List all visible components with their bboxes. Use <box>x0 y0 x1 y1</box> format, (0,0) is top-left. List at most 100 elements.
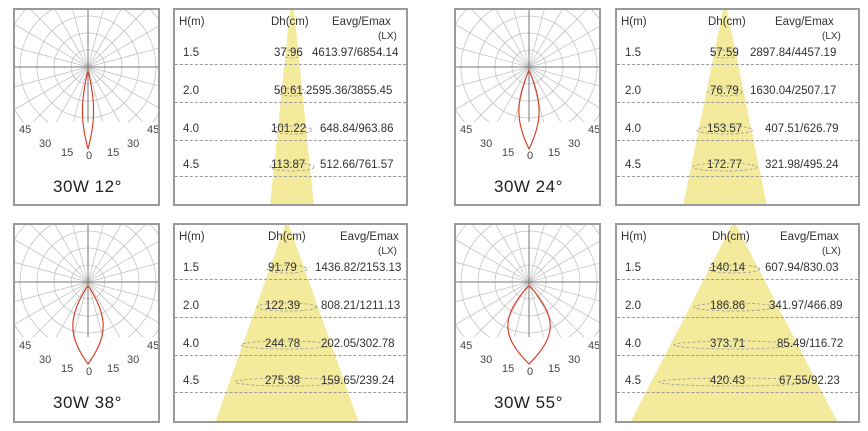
row-illuminance: 2897.84/4457.19 <box>750 47 837 59</box>
row-height: 1.5 <box>625 47 641 59</box>
angle-label-right-15: 15 <box>548 147 561 159</box>
row-height: 1.5 <box>625 262 641 274</box>
row-height: 4.5 <box>183 375 199 387</box>
row-divider <box>617 102 858 103</box>
height-header: H(m) <box>621 231 647 243</box>
angle-label-left-45: 45 <box>460 124 473 136</box>
row-divider <box>617 392 858 393</box>
row-height: 4.0 <box>183 338 199 350</box>
polar-grid-lines <box>456 225 599 337</box>
row-illuminance: 321.98/495.24 <box>765 159 839 171</box>
row-diameter: 172.77 <box>707 159 743 171</box>
row-diameter: 244.78 <box>265 338 301 350</box>
row-diameter: 122.39 <box>265 300 301 312</box>
row-illuminance: 648.84/963.86 <box>320 123 394 135</box>
row-height: 2.0 <box>625 300 641 312</box>
height-header: H(m) <box>179 16 205 28</box>
polar-grid-lines <box>15 10 158 122</box>
angle-label-left-45: 45 <box>460 340 473 352</box>
beam-cone <box>631 225 837 421</box>
beam-ellipse <box>271 125 313 135</box>
photometric-table-38: H(m) Dh(cm) Eavg/Emax (LX) 1.5 91.79 143… <box>173 223 408 423</box>
row-height: 4.5 <box>625 159 641 171</box>
polar-diagram-55: 45 30 15 0 15 30 45 30W 55° <box>454 223 601 423</box>
beam-cone-38 <box>215 225 359 421</box>
row-divider <box>175 355 406 356</box>
row-height: 4.0 <box>625 123 641 135</box>
unit-label: (LX) <box>822 246 841 257</box>
polar-diagram-12: 45 30 15 0 15 30 45 30W 12° <box>13 8 160 206</box>
beam-ellipse <box>281 49 303 59</box>
row-diameter: 373.71 <box>710 338 746 350</box>
angle-label-right-45: 45 <box>588 340 601 352</box>
row-divider <box>175 102 406 103</box>
row-diameter: 37.96 <box>274 47 303 59</box>
angle-label-0: 0 <box>86 150 93 162</box>
height-header: H(m) <box>621 16 647 28</box>
beam-cone <box>270 10 314 204</box>
row-diameter: 101.22 <box>271 123 307 135</box>
row-illuminance: 407.51/626.79 <box>765 123 839 135</box>
beam-ellipse <box>234 377 340 387</box>
row-divider <box>175 317 406 318</box>
height-header: H(m) <box>179 231 205 243</box>
intensity-curve <box>507 285 551 365</box>
intensity-curve <box>81 69 95 150</box>
beam-ellipse <box>707 264 761 274</box>
angle-label-left-15: 15 <box>61 363 74 375</box>
beam-cone-24 <box>683 10 767 204</box>
polar-diagram-38: 45 30 15 0 15 30 45 30W 38° <box>13 223 160 423</box>
angle-label-right-45: 45 <box>147 124 160 136</box>
angle-label-left-45: 45 <box>19 124 32 136</box>
beam-ellipse <box>277 87 307 97</box>
angle-label-0: 0 <box>527 366 534 378</box>
row-divider <box>175 64 406 65</box>
row-divider <box>617 317 858 318</box>
beam-cone <box>215 225 359 421</box>
row-height: 4.5 <box>625 375 641 387</box>
beam-ellipse <box>693 302 775 312</box>
panel-title: 30W 38° <box>53 393 122 412</box>
angle-label-right-15: 15 <box>548 363 561 375</box>
beam-cone <box>683 10 767 204</box>
polar-grid-24 <box>456 10 599 151</box>
diameter-header: Dh(cm) <box>268 231 306 243</box>
angle-label-left-30: 30 <box>480 354 493 366</box>
row-divider <box>617 140 858 141</box>
photometric-table-12: H(m) Dh(cm) Eavg/Emax (LX) 1.5 37.96 461… <box>173 8 408 206</box>
angle-label-right-15: 15 <box>107 363 120 375</box>
beam-cone-55 <box>631 225 837 421</box>
row-diameter: 57.59 <box>710 47 739 59</box>
angle-label-0: 0 <box>86 366 93 378</box>
diameter-header: Dh(cm) <box>708 16 746 28</box>
row-divider <box>617 64 858 65</box>
polar-grid-55 <box>456 225 599 365</box>
photometric-table-24: H(m) Dh(cm) Eavg/Emax (LX) 1.5 57.59 289… <box>615 8 860 206</box>
angle-label-right-45: 45 <box>147 340 160 352</box>
angle-label-right-30: 30 <box>127 138 140 150</box>
illuminance-header: Eavg/Emax <box>332 16 391 28</box>
beam-ellipse <box>240 340 334 350</box>
row-illuminance: 1630.04/2507.17 <box>750 85 837 97</box>
beam-ellipse <box>696 125 754 135</box>
polar-grid-12 <box>15 10 158 150</box>
intensity-curve <box>518 69 540 151</box>
angle-label-left-45: 45 <box>19 340 32 352</box>
beam-ellipse <box>711 49 739 59</box>
row-diameter: 186.86 <box>710 300 746 312</box>
angle-label-0: 0 <box>527 150 534 162</box>
angle-label-right-45: 45 <box>588 124 601 136</box>
row-height: 4.5 <box>183 159 199 171</box>
angle-label-left-15: 15 <box>61 147 74 159</box>
row-diameter: 140.14 <box>710 262 746 274</box>
row-divider <box>617 355 858 356</box>
row-diameter: 420.43 <box>710 375 746 387</box>
unit-label: (LX) <box>378 31 397 42</box>
illuminance-header: Eavg/Emax <box>780 231 839 243</box>
row-height: 1.5 <box>183 262 199 274</box>
row-diameter: 275.38 <box>265 375 301 387</box>
polar-grid-lines <box>15 225 158 337</box>
row-illuminance: 808.21/1211.13 <box>321 300 401 312</box>
panel-title: 30W 12° <box>53 177 122 196</box>
row-illuminance: 4613.97/6854.14 <box>312 47 399 59</box>
